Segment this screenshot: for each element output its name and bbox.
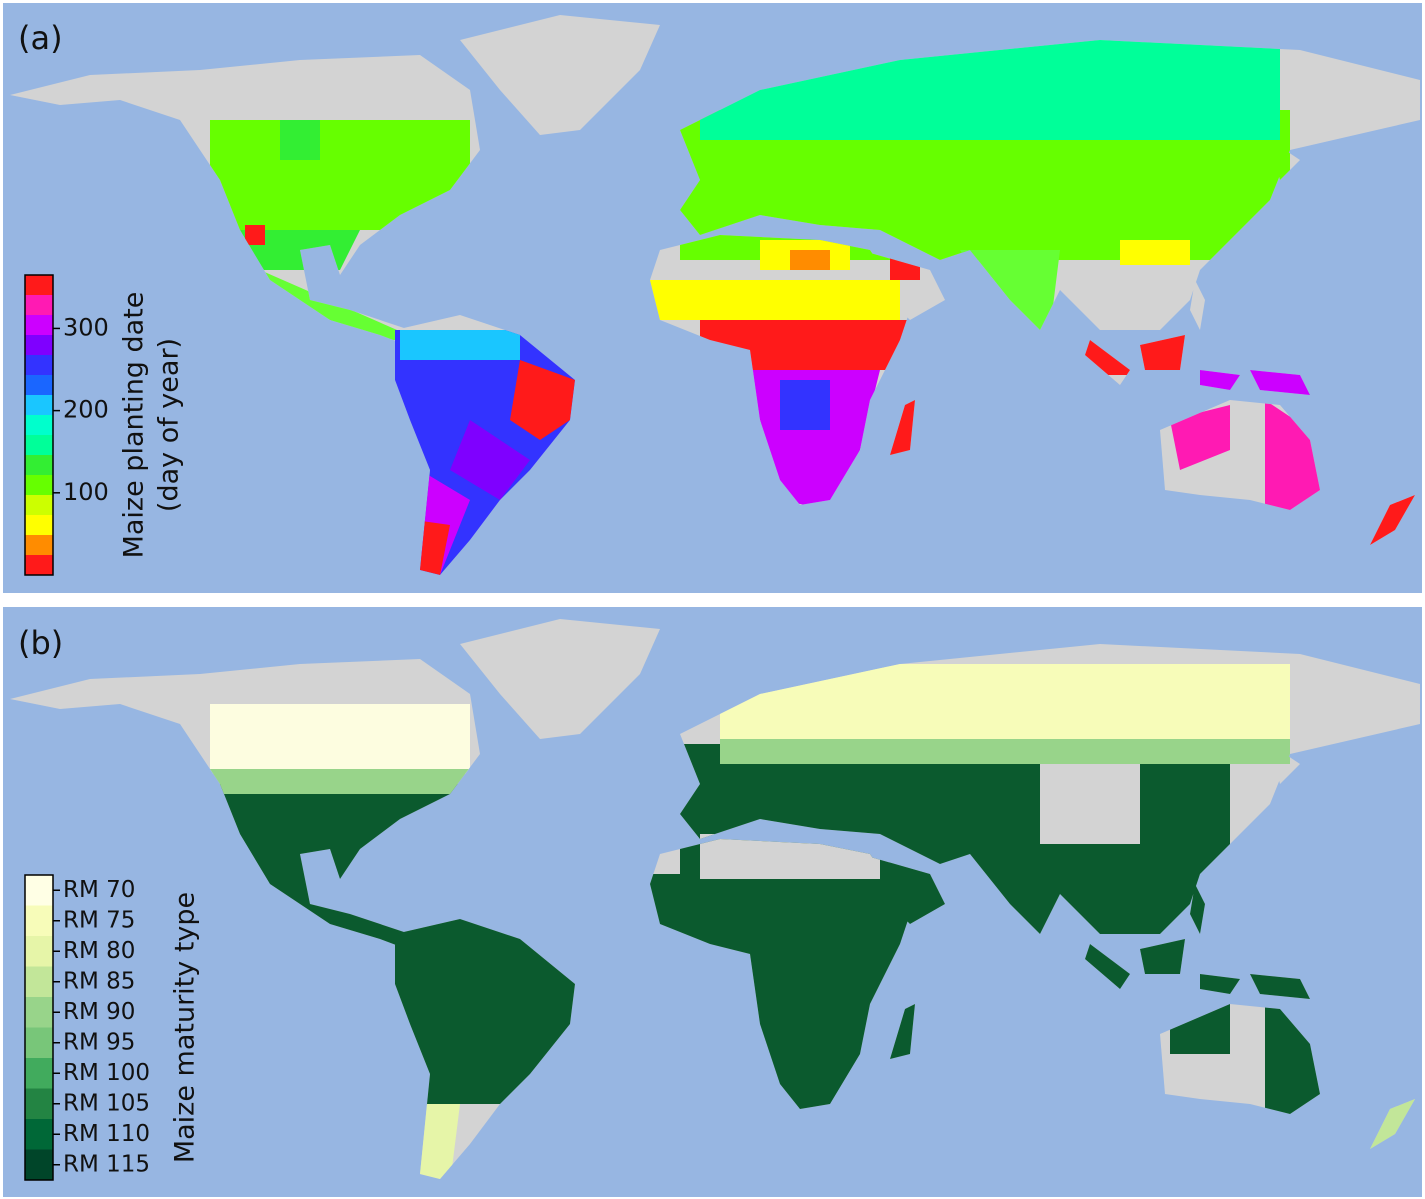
colorbar-cell bbox=[25, 315, 53, 335]
colorbar-cell bbox=[25, 395, 53, 415]
colorbar-label: Maize maturity type bbox=[170, 892, 201, 1163]
colorbar-cell bbox=[25, 515, 53, 535]
colorbar-cell bbox=[25, 415, 53, 435]
colorbar-cell bbox=[25, 375, 53, 395]
colorbar-tick-label: RM 105 bbox=[63, 1090, 150, 1116]
colorbar-tick-label: RM 75 bbox=[63, 907, 135, 933]
colorbar-cell bbox=[25, 966, 53, 997]
colorbar-label: Maize planting date bbox=[119, 292, 150, 559]
panel-label: (b) bbox=[18, 624, 63, 662]
colorbar-tick-label: RM 70 bbox=[63, 877, 135, 903]
colorbar-cell bbox=[25, 495, 53, 515]
colorbar-cell bbox=[25, 535, 53, 555]
colorbar-cell bbox=[25, 455, 53, 475]
colorbar-cell bbox=[25, 435, 53, 455]
planting-date-map bbox=[210, 40, 1420, 575]
colorbar-cell bbox=[25, 335, 53, 355]
colorbar-tick-label: 200 bbox=[63, 396, 109, 424]
colorbar-cell bbox=[25, 1088, 53, 1119]
colorbar-cell bbox=[25, 905, 53, 936]
colorbar-cell bbox=[25, 1149, 53, 1180]
colorbar-tick-label: RM 100 bbox=[63, 1060, 150, 1086]
colorbar-tick-label: RM 80 bbox=[63, 938, 135, 964]
colorbar-tick-label: RM 90 bbox=[63, 999, 135, 1025]
colorbar-frame bbox=[24, 874, 54, 1181]
colorbar-cell bbox=[25, 275, 53, 295]
colorbar-cell bbox=[25, 355, 53, 375]
colorbar-tick-label: RM 85 bbox=[63, 968, 135, 994]
colorbar-cell bbox=[25, 997, 53, 1028]
colorbar-cell bbox=[25, 1119, 53, 1150]
colorbar-tick-label: RM 110 bbox=[63, 1121, 150, 1147]
colorbar-tick-label: RM 95 bbox=[63, 1029, 135, 1055]
colorbar-cell bbox=[25, 875, 53, 906]
colorbar-cell bbox=[25, 1058, 53, 1089]
colorbar-cell bbox=[25, 936, 53, 967]
colorbar-frame bbox=[24, 274, 54, 576]
colorbar-label: (day of year) bbox=[154, 338, 185, 512]
colorbar-tick-label: 100 bbox=[63, 478, 109, 506]
colorbar-cell bbox=[25, 475, 53, 495]
colorbar-tick-label: RM 115 bbox=[63, 1151, 150, 1177]
colorbar-cell bbox=[25, 295, 53, 315]
colorbar-tick-label: 300 bbox=[63, 313, 109, 341]
colorbar-cell bbox=[25, 1027, 53, 1058]
panel-label: (a) bbox=[18, 19, 63, 57]
colorbar-cell bbox=[25, 555, 53, 575]
